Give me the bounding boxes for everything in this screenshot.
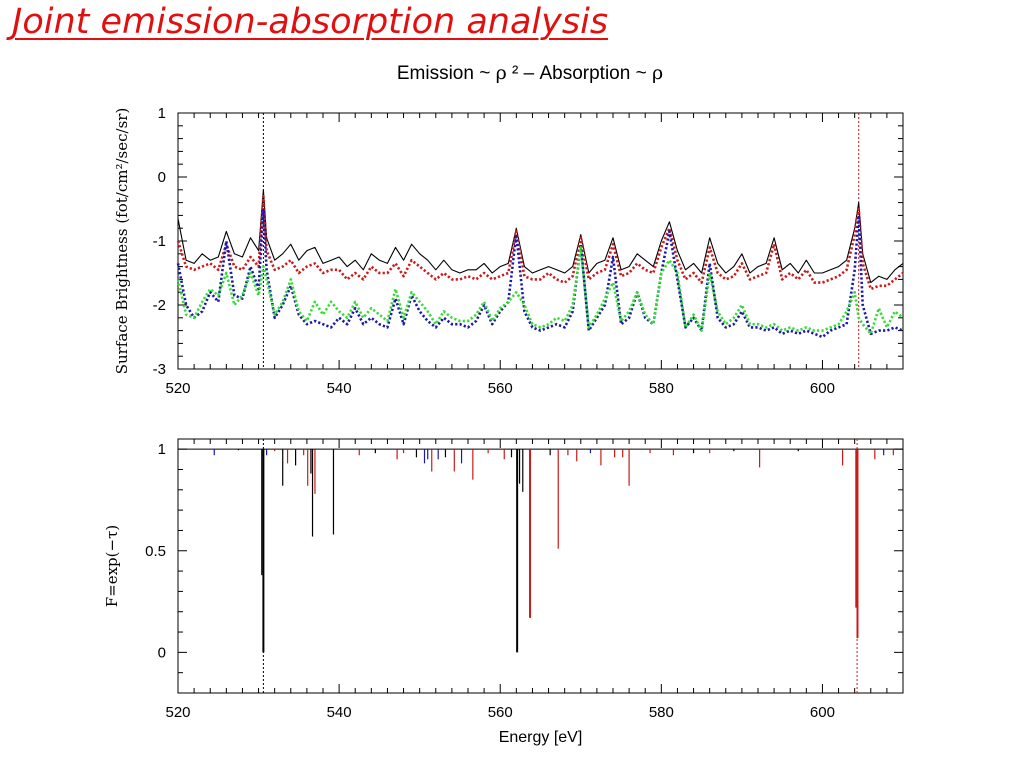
x-tick-label: 560 xyxy=(488,380,513,397)
y-tick-label: -2 xyxy=(153,297,166,314)
y-tick-label: 0.5 xyxy=(145,543,166,560)
y-tick-label: 1 xyxy=(158,441,166,458)
slide-title: Joint emission-absorption analysis xyxy=(12,2,609,42)
y-axis-label: Surface Brightness (fot/cm²/sec/sr) xyxy=(113,108,131,375)
subtitle-part-2: ² – Absorption ~ xyxy=(506,63,652,84)
y-tick-label: 0 xyxy=(158,644,166,661)
series-blue xyxy=(176,207,904,339)
x-tick-label: 520 xyxy=(165,704,190,721)
subtitle-rho-1: ρ xyxy=(495,62,507,84)
subtitle-rho-2: ρ xyxy=(651,62,664,84)
series-red xyxy=(176,194,904,291)
x-tick-label: 600 xyxy=(810,380,835,397)
absorption-chart: 520 540 560 580 600 1 0.5 0 F=exp(−τ) Energy [eV] xyxy=(103,438,904,746)
y-tick-label: 1 xyxy=(158,105,166,122)
series-black xyxy=(177,189,904,284)
chart-subtitle: Emission ~ ρ ² – Absorption ~ ρ xyxy=(330,62,730,85)
series-green xyxy=(176,246,904,336)
y-tick-label: -3 xyxy=(153,361,166,378)
x-tick-label: 600 xyxy=(810,704,835,721)
x-tick-label: 520 xyxy=(165,380,190,397)
x-tick-label: 540 xyxy=(327,380,352,397)
x-tick-label: 580 xyxy=(649,704,674,721)
emission-chart: 520 540 560 580 600 1 0 -1 -2 -3 Surface Brightnes… xyxy=(113,105,904,397)
x-tick-label: 560 xyxy=(488,704,513,721)
x-tick-label: 580 xyxy=(649,380,674,397)
x-tick-label: 540 xyxy=(327,704,352,721)
subtitle-part-1: Emission ~ xyxy=(396,63,496,84)
x-axis-label: Energy [eV] xyxy=(499,729,583,746)
plot-frame xyxy=(177,438,904,694)
y-axis-label: F=exp(−τ) xyxy=(103,525,121,608)
y-tick-label: -1 xyxy=(153,233,166,250)
y-tick-label: 0 xyxy=(158,169,166,186)
